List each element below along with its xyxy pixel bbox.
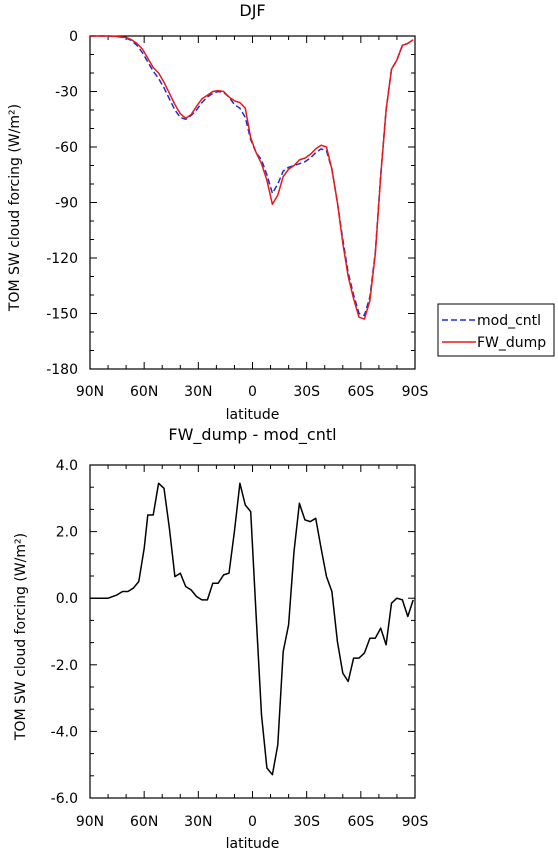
x-axis-title: latitude [226,836,280,851]
y-tick-label: -90 [55,196,78,212]
y-axis-title: TOM SW cloud forcing (W/m²) [7,104,23,312]
series-line-mod-cntl [90,35,414,317]
x-tick-label: 60S [347,814,374,830]
y-tick-label: -150 [46,307,78,323]
plot-frame [89,464,416,799]
plot-frame [89,35,416,370]
chart-1: DJF 90N 60N 30N 0 30S 60S 90S 0 -30 -60 -90 -120 -150… [7,1,428,423]
x-tick-label: 90S [402,814,429,830]
x-tick-label: 60N [130,814,158,830]
x-tick-label: 60N [130,384,158,400]
x-tick-label: 30S [293,384,320,400]
x-tick-label: 90S [402,384,429,400]
x-tick-label: 30N [184,814,212,830]
x-tick-label: 0 [248,384,257,400]
y-tick-label: 0 [69,29,78,45]
y-tick-label: -120 [46,251,78,267]
legend-box [437,303,555,357]
legend-label: FW_dump [477,335,546,351]
y-tick-label: -6.0 [51,791,78,807]
x-tick-label: 90N [76,384,104,400]
x-tick-label: 60S [347,384,374,400]
x-tick-label: 90N [76,814,104,830]
y-tick-label: -180 [46,362,78,378]
y-tick-label: 0.0 [56,591,78,607]
x-tick-label: 30N [184,384,212,400]
y-tick-label: -30 [55,85,78,101]
chart-title: FW_dump - mod_cntl [168,425,336,445]
y-axis-title: TOM SW cloud forcing (W/m²) [13,533,29,741]
x-axis-title: latitude [226,407,280,423]
series-line-series-1 [90,482,414,776]
legend: mod_cntl FW_dump [437,303,555,357]
chart-2: FW_dump - mod_cntl 90N 60N 30N 0 30S 60S 90S 4.0… [13,425,428,851]
y-tick-label: -60 [55,140,78,156]
y-tick-label: 4.0 [56,458,78,474]
x-tick-label: 0 [248,814,257,830]
chart-title: DJF [239,1,265,20]
legend-label: mod_cntl [477,313,541,329]
y-tick-label: -2.0 [51,658,78,674]
y-tick-label: 2.0 [56,525,78,541]
y-tick-label: -4.0 [51,724,78,740]
x-tick-label: 30S [293,814,320,830]
series-line-fw-dump [90,35,414,320]
